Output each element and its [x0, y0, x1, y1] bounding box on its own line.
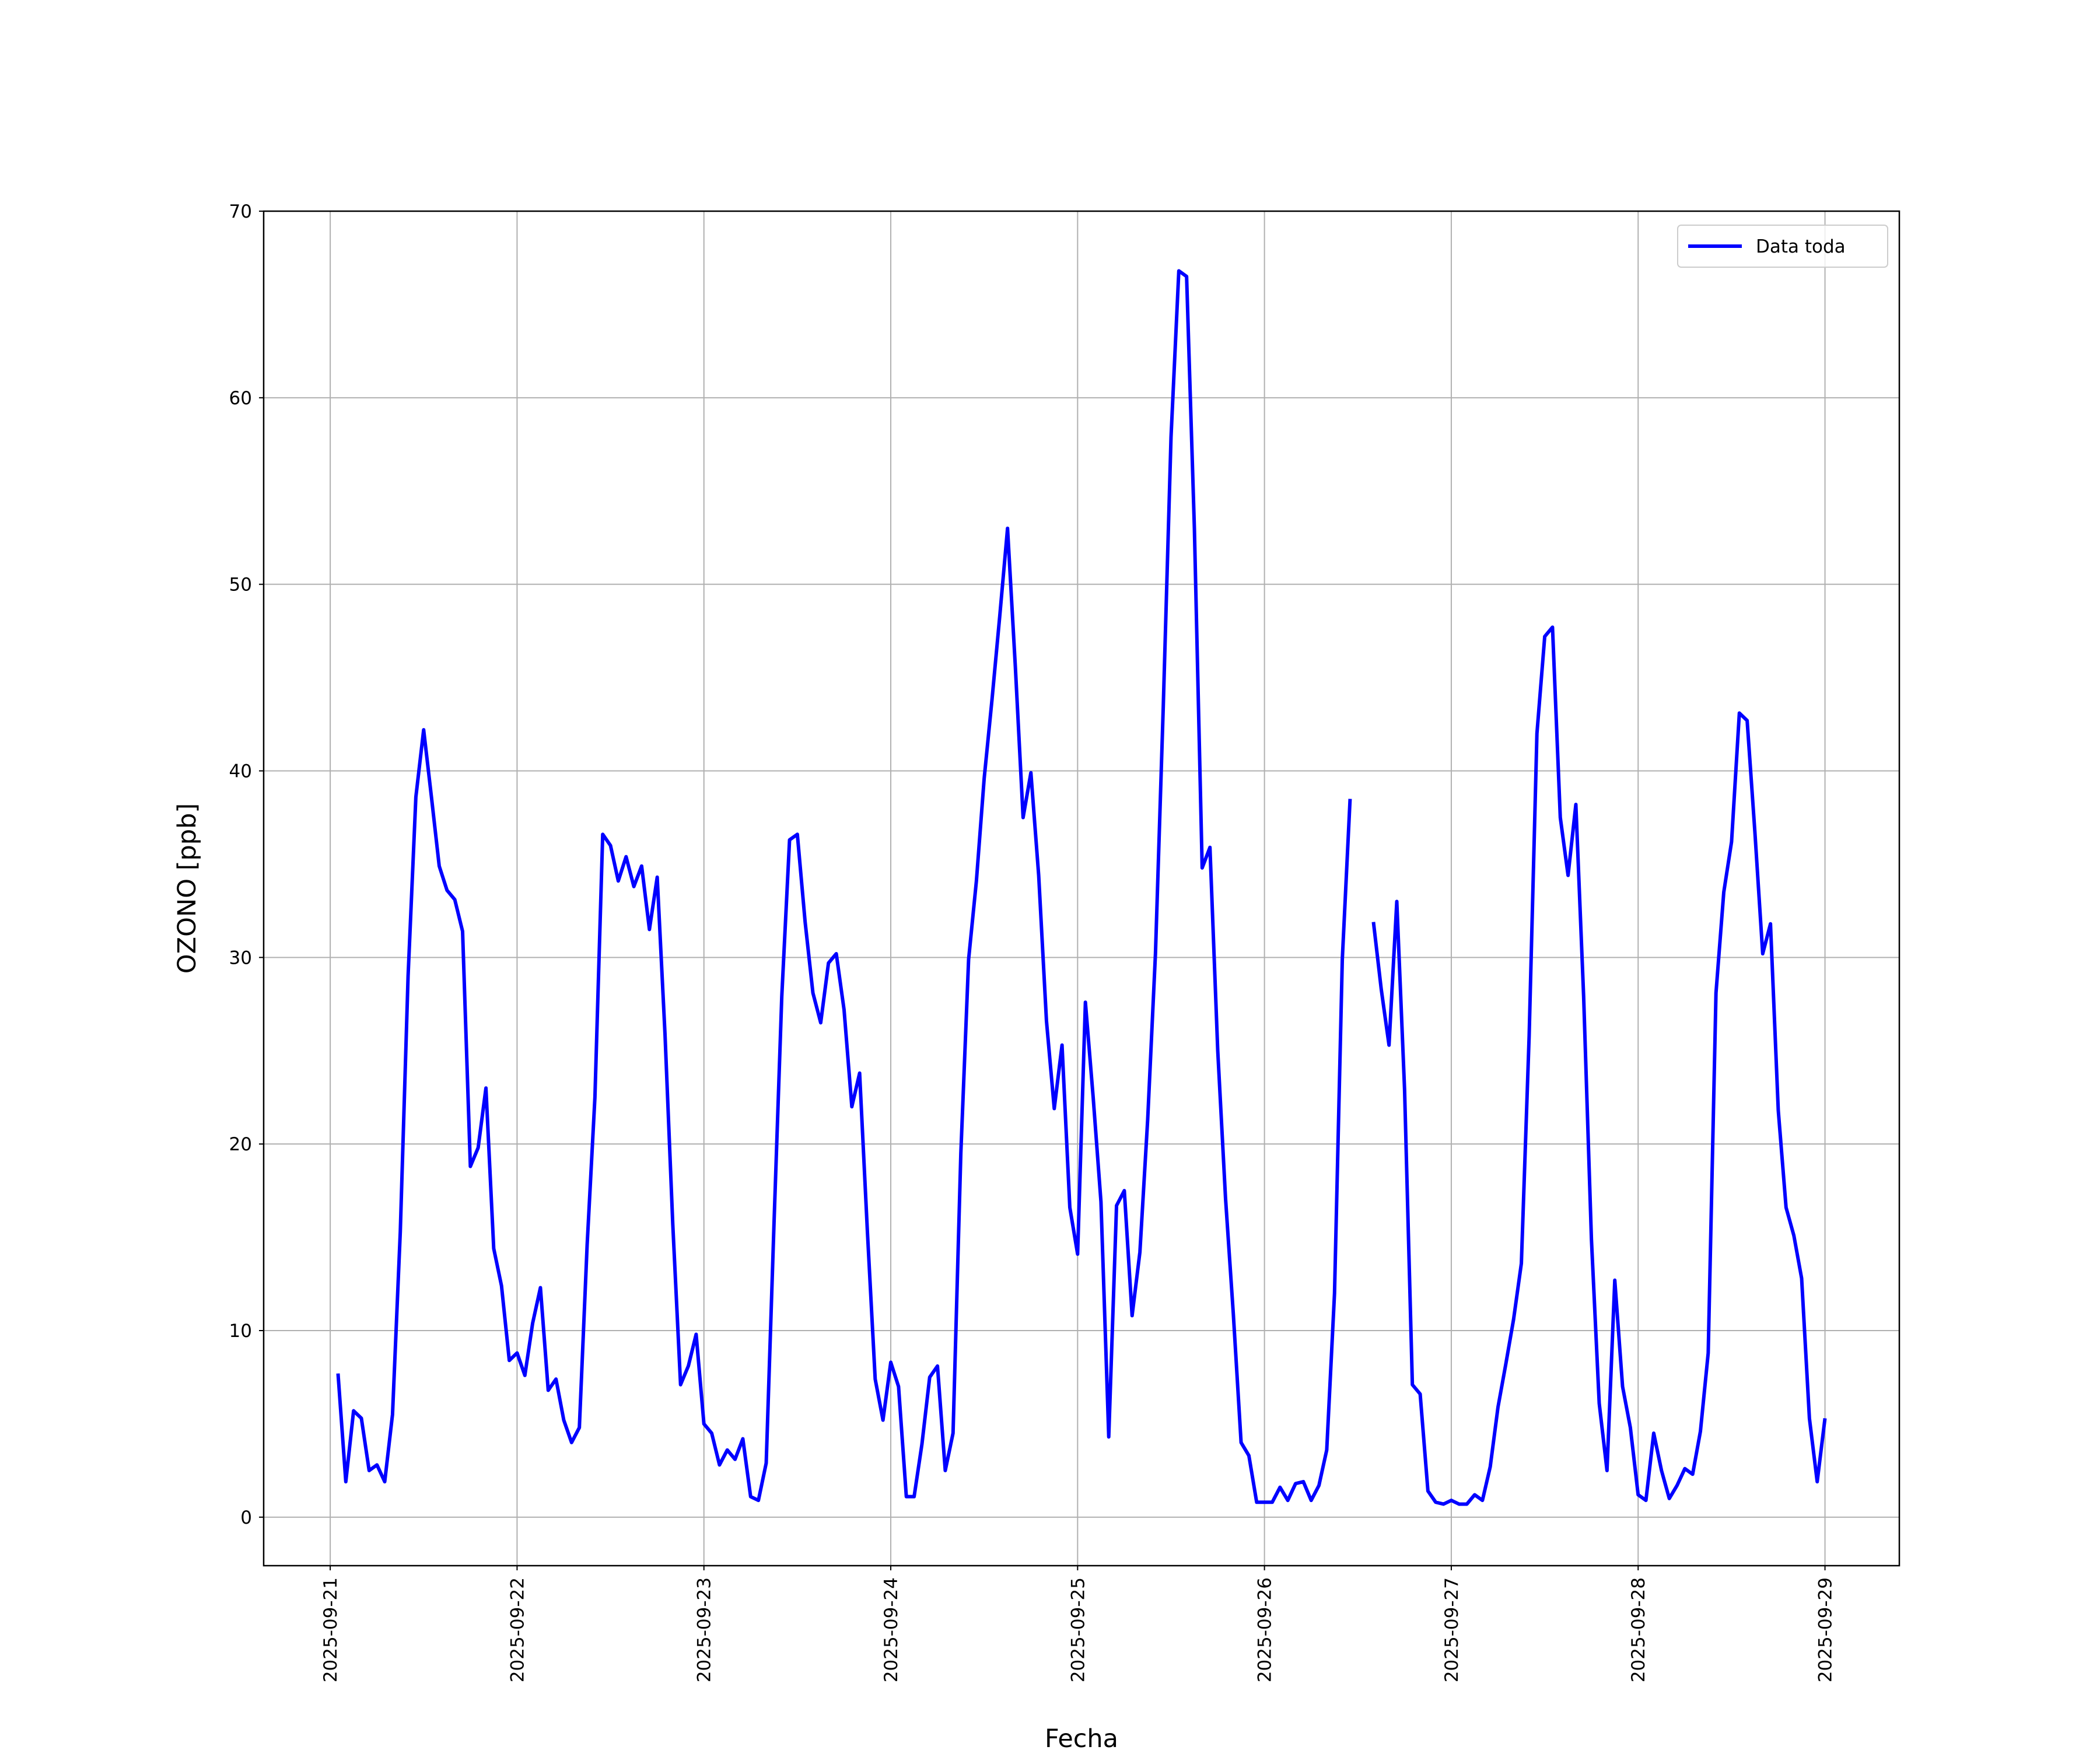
y-tick-label: 60	[229, 388, 252, 409]
x-tick-label: 2025-09-26	[1255, 1577, 1276, 1682]
x-tick-label: 2025-09-24	[881, 1577, 902, 1682]
x-tick-label: 2025-09-29	[1815, 1577, 1836, 1682]
y-tick-label: 50	[229, 575, 252, 596]
data-line	[336, 269, 1827, 1506]
y-axis-label: OZONO [ppb]	[173, 803, 202, 974]
x-axis-label: Fecha	[1045, 1724, 1118, 1750]
x-tick-label: 2025-09-22	[507, 1577, 528, 1682]
x-tick-label: 2025-09-23	[694, 1577, 715, 1682]
x-tick-label: 2025-09-27	[1441, 1577, 1462, 1682]
y-tick-label: 10	[229, 1321, 252, 1342]
y-tick-label: 30	[229, 947, 252, 968]
y-tick-label: 20	[229, 1134, 252, 1155]
legend-label: Data toda	[1756, 236, 1846, 257]
x-tick-label: 2025-09-21	[320, 1577, 341, 1682]
x-tick-label: 2025-09-28	[1628, 1577, 1649, 1682]
y-tick-label: 40	[229, 761, 252, 782]
x-tick-label: 2025-09-25	[1068, 1577, 1088, 1682]
legend-box	[1677, 225, 1888, 268]
y-tick-label: 70	[229, 201, 252, 222]
plot-frame	[262, 210, 1901, 1567]
y-tick-label: 0	[240, 1507, 252, 1528]
